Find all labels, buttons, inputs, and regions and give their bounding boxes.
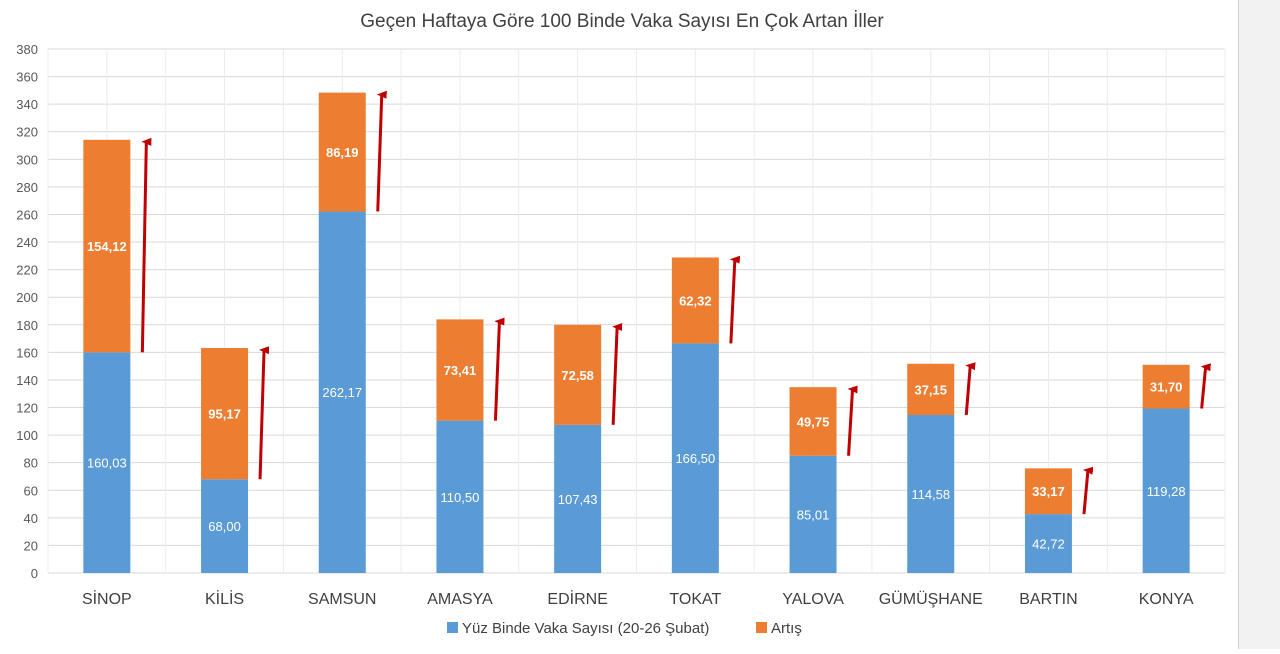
increase-arrow <box>847 385 858 456</box>
bar-base <box>907 415 955 573</box>
increase-arrow <box>140 137 152 353</box>
bars: 160,03 154,12 68,00 95,17 262,17 86,19 110,50 7… <box>83 92 1190 573</box>
bar-base <box>671 343 719 573</box>
data-label-base: 68,00 <box>208 519 241 534</box>
data-label-base: 114,58 <box>911 487 950 502</box>
data-label-base: 85,01 <box>797 507 830 522</box>
window-edge <box>1238 0 1280 649</box>
y-tick-label: 160 <box>16 345 38 360</box>
data-label-increase: 62,32 <box>679 293 712 308</box>
increase-arrow <box>611 322 623 425</box>
data-label-increase: 49,75 <box>797 414 830 429</box>
bar-base <box>554 424 602 573</box>
bar-base <box>1024 514 1072 573</box>
y-tick-label: 180 <box>16 318 38 333</box>
x-category-label: GÜMÜŞHANE <box>879 590 983 608</box>
legend: Yüz Binde Vaka Sayısı (20-26 Şubat) Artı… <box>447 620 802 637</box>
y-tick-label: 140 <box>16 373 38 388</box>
bar-base <box>436 420 484 573</box>
bar-increase <box>318 92 366 212</box>
x-category-label: EDİRNE <box>547 589 607 608</box>
y-tick-label: 280 <box>16 180 38 195</box>
increase-arrow <box>1200 363 1212 409</box>
y-tick-label: 80 <box>24 456 38 471</box>
stacked-bar-chart: Geçen Haftaya Göre 100 Binde Vaka Sayısı… <box>16 11 1226 637</box>
y-axis-tick-labels: 0 20 40 60 80 100 120 140 160 180 200 220 240 260 280 3… <box>16 42 38 581</box>
y-tick-label: 320 <box>16 125 38 140</box>
data-label-increase: 72,58 <box>561 368 594 383</box>
y-tick-label: 220 <box>16 263 38 278</box>
y-tick-label: 40 <box>24 511 38 526</box>
x-axis-category-labels: SİNOP KİLİS SAMSUN AMASYA EDİRNE TOKAT YALOVA G… <box>82 589 1194 608</box>
legend-swatch-base <box>447 622 458 633</box>
x-category-label: YALOVA <box>782 591 844 608</box>
increase-arrow <box>493 317 505 421</box>
data-label-base: 166,50 <box>675 451 715 466</box>
legend-label-increase: Artış <box>771 620 802 637</box>
increase-arrow <box>964 362 976 416</box>
bar-base <box>1142 408 1190 573</box>
y-tick-label: 340 <box>16 97 38 112</box>
bar-increase <box>554 324 602 425</box>
data-label-increase: 33,17 <box>1032 484 1065 499</box>
data-label-increase: 86,19 <box>326 145 359 160</box>
increase-arrow <box>258 346 270 480</box>
data-label-increase: 37,15 <box>914 382 947 397</box>
increase-arrow <box>1082 466 1094 515</box>
chart-window: Geçen Haftaya Göre 100 Binde Vaka Sayısı… <box>16 11 1226 637</box>
data-label-base: 262,17 <box>322 385 362 400</box>
increase-arrows <box>140 90 1212 515</box>
bar-increase <box>1024 468 1072 515</box>
data-label-base: 110,50 <box>441 490 480 505</box>
x-category-label: TOKAT <box>669 591 721 608</box>
legend-swatch-increase <box>756 622 767 633</box>
data-label-increase: 154,12 <box>87 239 127 254</box>
y-tick-label: 240 <box>16 235 38 250</box>
legend-label-base: Yüz Binde Vaka Sayısı (20-26 Şubat) <box>462 620 709 637</box>
bar-increase <box>436 319 484 421</box>
increase-arrow <box>376 90 387 212</box>
x-category-label: AMASYA <box>427 591 493 608</box>
y-tick-label: 200 <box>16 290 38 305</box>
data-label-increase: 73,41 <box>444 363 477 378</box>
y-tick-label: 120 <box>16 401 38 416</box>
y-tick-label: 100 <box>16 428 38 443</box>
data-label-base: 160,03 <box>87 456 127 471</box>
x-category-label: SİNOP <box>82 589 132 608</box>
bar-increase <box>789 387 837 456</box>
increase-arrow <box>729 255 741 344</box>
y-tick-label: 60 <box>24 483 38 498</box>
y-tick-label: 380 <box>16 42 38 57</box>
chart-title: Geçen Haftaya Göre 100 Binde Vaka Sayısı… <box>360 11 884 32</box>
data-label-base: 119,28 <box>1147 484 1186 499</box>
bar-base <box>789 455 837 573</box>
bar-increase <box>671 257 719 344</box>
bar-increase <box>83 139 131 353</box>
y-tick-label: 0 <box>31 566 38 581</box>
x-category-label: SAMSUN <box>308 591 376 608</box>
data-label-increase: 31,70 <box>1150 380 1183 395</box>
y-tick-label: 20 <box>24 538 38 553</box>
bar-base <box>83 352 131 573</box>
y-tick-label: 360 <box>16 70 38 85</box>
bar-base <box>201 479 249 573</box>
bar-increase <box>907 363 955 416</box>
data-label-base: 42,72 <box>1032 537 1065 552</box>
bar-increase <box>1142 364 1190 409</box>
data-label-base: 107,43 <box>558 492 598 507</box>
x-category-label: BARTIN <box>1019 591 1077 608</box>
bar-base <box>318 211 366 573</box>
data-label-increase: 95,17 <box>208 407 241 422</box>
x-category-label: KONYA <box>1139 591 1194 608</box>
y-tick-label: 300 <box>16 152 38 167</box>
x-category-label: KİLİS <box>205 589 244 608</box>
y-tick-label: 260 <box>16 207 38 222</box>
bar-increase <box>201 347 249 480</box>
